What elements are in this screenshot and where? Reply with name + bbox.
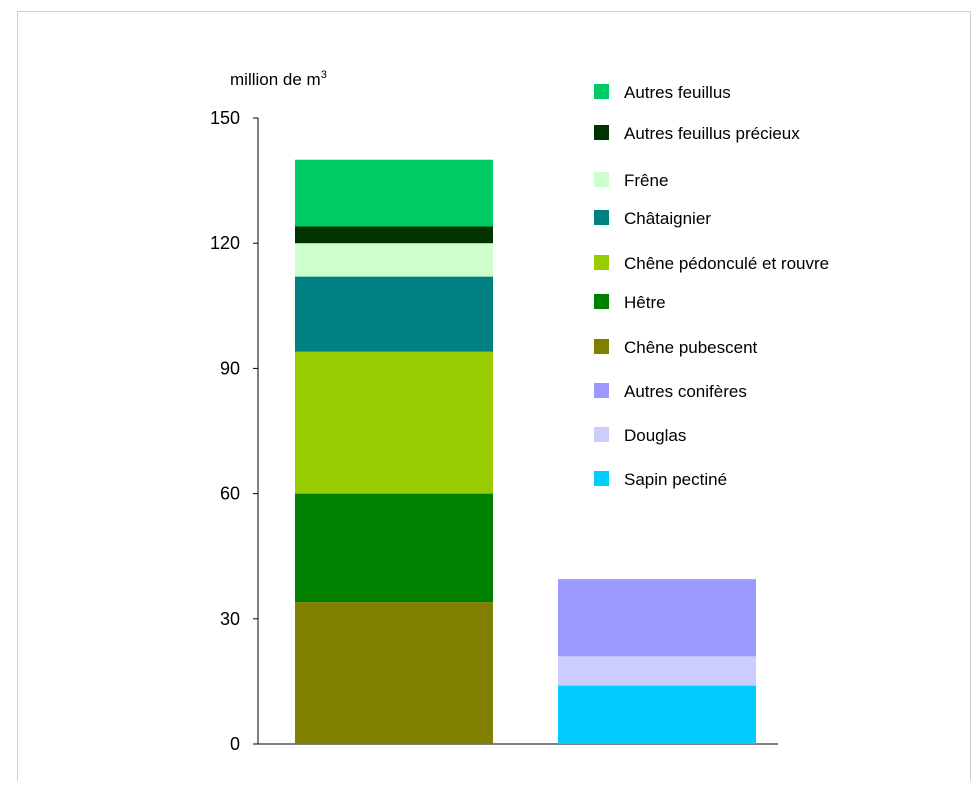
legend-label: Autres conifères [624,382,747,401]
y-tick-label: 60 [220,484,240,504]
legend-swatch [594,339,609,354]
y-tick-label: 90 [220,358,240,378]
legend-label: Chêne pubescent [624,338,758,357]
legend-label: Douglas [624,426,686,445]
y-tick-label: 0 [230,734,240,754]
legend-swatch [594,471,609,486]
bar-segment [295,276,493,352]
legend-label: Châtaignier [624,209,711,228]
y-tick-label: 150 [210,108,240,128]
legend-swatch [594,210,609,225]
bar-segment [295,602,493,744]
chart-frame [17,11,971,781]
legend: Autres feuillus Autres feuillus précieux F… [594,83,829,489]
bar-segment [295,159,493,227]
bar-segment [295,243,493,277]
y-axis-unit-superscript: 3 [321,69,327,81]
legend-label: Chêne pédonculé et rouvre [624,254,829,273]
bar-segment [558,685,756,744]
legend-swatch [594,294,609,309]
bars [295,159,756,744]
legend-label: Autres feuillus [624,83,731,102]
bar-segment [295,351,493,494]
bar-segment [558,579,756,657]
legend-label: Autres feuillus précieux [624,124,800,143]
legend-swatch [594,427,609,442]
bar-segment [295,226,493,244]
legend-label: Hêtre [624,293,666,312]
bar-segment [558,656,756,686]
legend-label: Sapin pectiné [624,470,727,489]
bar-segment [295,493,493,603]
legend-swatch [594,383,609,398]
y-tick-label: 120 [210,233,240,253]
legend-swatch [594,172,609,187]
y-axis-unit-label: million de m3 [230,69,327,89]
legend-swatch [594,125,609,140]
legend-label: Frêne [624,171,668,190]
y-tick-label: 30 [220,609,240,629]
legend-swatch [594,255,609,270]
legend-swatch [594,84,609,99]
